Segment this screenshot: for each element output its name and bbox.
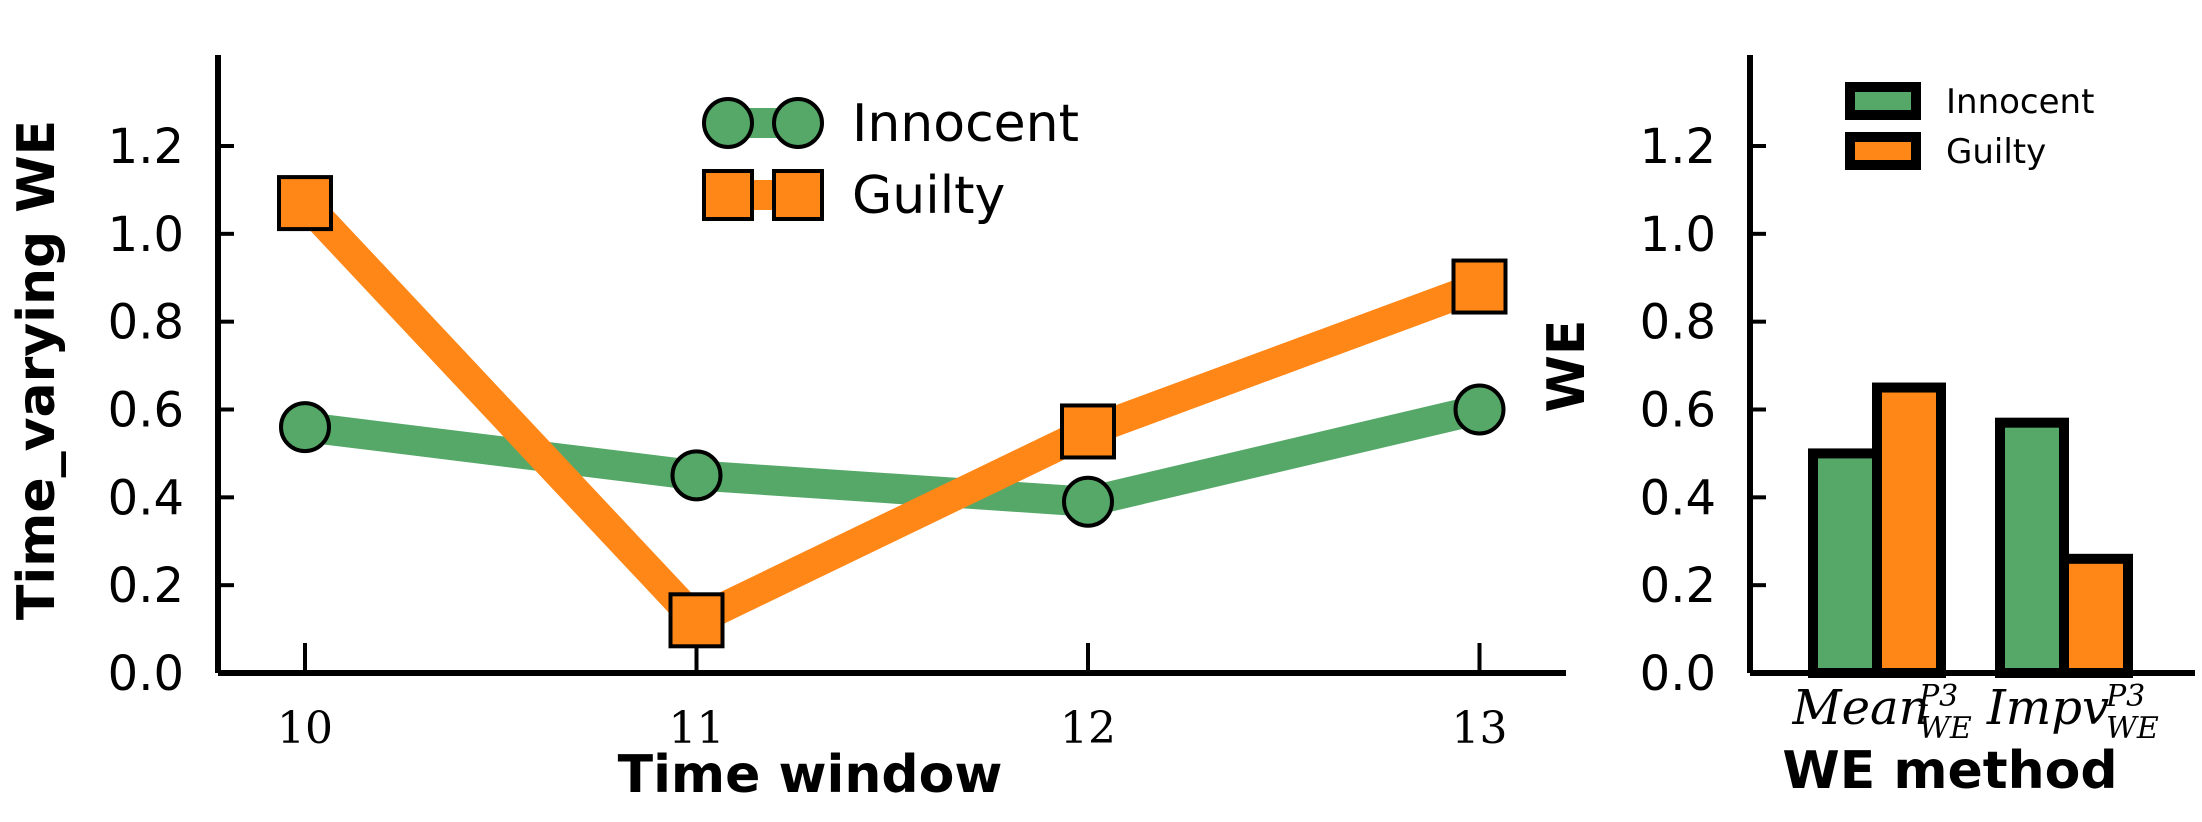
point-guilty (1060, 403, 1116, 460)
bar-innocent (1995, 417, 2069, 678)
point-innocent (1453, 383, 1506, 436)
bar-chart-ytick-label: 0.4 (1640, 470, 1716, 526)
bar-chart-ytick-label: 0.6 (1640, 383, 1716, 439)
legend-label-guilty: Guilty (852, 166, 1005, 226)
bar-guilty (1872, 382, 1946, 678)
bar-chart-xtick-superscript: P3 (2105, 679, 2145, 714)
bar-guilty (2059, 553, 2133, 678)
line-chart-ytick-label: 0.0 (108, 646, 184, 702)
line-chart-ytick-label: 0.6 (108, 383, 184, 439)
point-innocent (279, 401, 331, 454)
line-chart-xtick-label: 11 (669, 703, 725, 754)
bar-innocent (1808, 448, 1882, 678)
bar-chart-ytick-label: 1.2 (1640, 119, 1716, 175)
bar-chart-xtick-label: Mean (1791, 680, 1929, 736)
line-chart-xlabel: Time window (618, 745, 1003, 805)
bar-chart-ytick-label: 1.0 (1640, 207, 1716, 263)
line-chart-ytick-label: 0.4 (108, 470, 184, 526)
bar-chart-ytick-label: 0.2 (1640, 558, 1716, 614)
bar-chart-ytick-label: 0.0 (1640, 646, 1716, 702)
legend-label-innocent: Innocent (1946, 82, 2094, 122)
point-innocent (1062, 475, 1114, 528)
point-guilty (1451, 258, 1508, 315)
bar-chart-xtick-subscript: WE (1919, 711, 1972, 746)
line-chart-xtick-label: 13 (1452, 703, 1508, 754)
legend-marker-guilty (772, 169, 824, 221)
legend-swatch-guilty (1845, 132, 1921, 170)
legend-label-guilty: Guilty (1946, 132, 2046, 172)
point-guilty (277, 175, 333, 232)
bar-chart-xtick-superscript: P3 (1918, 679, 1958, 714)
point-guilty (668, 592, 725, 649)
legend-label-innocent: Innocent (852, 94, 1079, 154)
bar-chart-xtick-subscript: WE (2106, 711, 2159, 746)
point-innocent (670, 449, 723, 502)
legend-marker-guilty (702, 169, 754, 221)
line-chart-legend: Innocent Guilty (702, 94, 1079, 226)
line-series-guilty (294, 192, 1485, 639)
line-series-innocent (303, 394, 1483, 517)
line-chart-ytick-label: 1.2 (108, 119, 184, 175)
line-chart-panel: Time_varying WE Time window 0.0 0.2 0.4 0.6… (7, 55, 1566, 805)
bar-chart-ylabel: WE (1537, 320, 1597, 413)
line-chart-ylabel: Time_varying WE (7, 120, 67, 620)
line-chart-ytick-label: 0.8 (108, 295, 184, 351)
line-chart-xtick-label: 12 (1060, 703, 1116, 754)
bar-chart-ytick-label: 0.8 (1640, 295, 1716, 351)
line-chart-ytick-label: 1.0 (108, 207, 184, 263)
bar-chart-panel: WE WE method 0.00.20.40.60.81.01.2MeanP3… (1537, 55, 2195, 801)
bar-chart-xlabel: WE method (1782, 741, 2117, 801)
line-chart-ytick-label: 0.2 (108, 558, 184, 614)
legend-swatch-innocent (1845, 82, 1921, 120)
bar-chart-legend: Innocent Guilty (1845, 82, 2094, 172)
line-chart-xtick-label: 10 (277, 703, 333, 754)
legend-marker-innocent (702, 97, 754, 149)
legend-marker-innocent (772, 97, 824, 149)
bar-chart-xtick-label: Impv (1986, 680, 2109, 736)
